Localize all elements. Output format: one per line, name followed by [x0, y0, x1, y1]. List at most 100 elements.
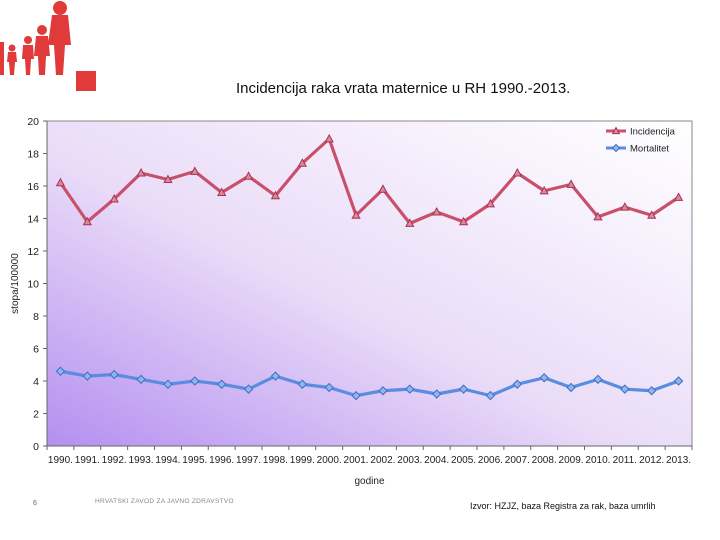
y-tick-label: 0	[33, 441, 39, 453]
y-tick-label: 20	[27, 116, 39, 128]
x-tick-label: 2004.	[424, 455, 449, 466]
data-point-mortalitet	[405, 384, 415, 394]
data-point-mortalitet	[458, 384, 469, 394]
x-axis: 1990. 1991. 1992. 1993. 1994. 1995. 1996. 1997.…	[46, 445, 693, 466]
data-point-mortalitet	[620, 384, 630, 394]
y-tick-label: 10	[27, 279, 39, 291]
x-tick-label: 1994.	[155, 455, 180, 466]
data-point-mortalitet	[566, 382, 576, 393]
y-axis-label: stopa/100000	[10, 253, 21, 314]
data-point-mortalitet	[270, 371, 281, 381]
data-point-incidencija	[217, 187, 227, 196]
data-point-mortalitet	[82, 371, 93, 381]
data-point-mortalitet	[324, 382, 334, 393]
data-point-mortalitet	[243, 384, 254, 394]
data-point-mortalitet	[190, 376, 200, 386]
chart-title: Incidencija raka vrata maternice u RH 19…	[236, 80, 571, 97]
data-point-incidencija	[593, 211, 603, 221]
data-point-mortalitet	[136, 374, 146, 385]
y-tick-label: 2	[33, 409, 39, 421]
page-number: 6	[33, 500, 37, 507]
source-note: Izvor: HZJZ, baza Registra za rak, baza …	[470, 501, 656, 511]
x-tick-label: 2002.	[370, 455, 395, 466]
x-tick-label: 1992.	[102, 455, 127, 466]
x-tick-label: 1991.	[75, 455, 100, 466]
x-tick-label: 2001.	[344, 455, 369, 466]
data-point-incidencija	[539, 185, 549, 195]
data-point-incidencija	[55, 177, 66, 187]
x-tick-label: 2012.	[639, 455, 664, 466]
data-point-mortalitet	[673, 376, 684, 386]
data-point-incidencija	[620, 202, 630, 211]
data-point-mortalitet	[431, 389, 442, 399]
x-tick-label: 1995.	[182, 455, 207, 466]
data-point-mortalitet	[297, 379, 308, 389]
x-tick-label: 2008.	[532, 455, 557, 466]
data-point-incidencija	[485, 198, 496, 208]
data-point-incidencija	[190, 166, 200, 175]
data-point-mortalitet	[163, 379, 173, 389]
data-point-mortalitet	[539, 373, 549, 383]
data-point-incidencija	[405, 218, 415, 227]
data-point-mortalitet	[485, 390, 496, 401]
x-tick-label: 2007.	[505, 455, 530, 466]
data-point-incidencija	[297, 158, 307, 167]
legend-marker	[611, 143, 621, 153]
data-point-incidencija	[82, 216, 92, 226]
data-point-incidencija	[458, 216, 469, 226]
data-point-mortalitet	[593, 374, 603, 385]
x-tick-label: 1998.	[263, 455, 288, 466]
data-point-incidencija	[243, 171, 254, 180]
x-tick-label: 2009.	[559, 455, 584, 466]
y-tick-label: 8	[33, 311, 39, 323]
y-tick-label: 18	[27, 149, 39, 161]
accent-square	[76, 71, 96, 91]
data-point-mortalitet	[55, 366, 66, 376]
y-tick-label: 14	[27, 214, 39, 226]
data-point-incidencija	[136, 167, 146, 177]
x-tick-label: 1999.	[290, 455, 315, 466]
data-point-incidencija	[566, 179, 576, 188]
data-point-incidencija	[351, 210, 361, 219]
people-logo	[0, 0, 80, 75]
data-point-mortalitet	[512, 379, 523, 389]
x-tick-label: 1996.	[209, 455, 234, 466]
x-tick-label: 2003.	[397, 455, 422, 466]
x-tick-label: 2000.	[317, 455, 342, 466]
legend-label: Incidencija	[630, 127, 676, 138]
data-point-incidencija	[647, 210, 657, 219]
x-tick-label: 2010.	[585, 455, 610, 466]
legend-label: Mortalitet	[630, 144, 669, 155]
x-tick-label: 1990.	[48, 455, 73, 466]
x-tick-label: 2013.	[666, 455, 691, 466]
organization-name: HRVATSKI ZAVOD ZA JAVNO ZDRAVSTVO	[95, 498, 234, 505]
series-line-mortalitet	[60, 369, 680, 398]
data-point-mortalitet	[378, 386, 388, 396]
data-point-incidencija	[324, 133, 334, 143]
y-tick-label: 6	[33, 344, 39, 356]
data-point-incidencija	[109, 193, 119, 203]
data-point-incidencija	[270, 190, 281, 200]
data-point-incidencija	[512, 167, 522, 177]
series-layer	[55, 133, 684, 401]
y-axis: 0 2 4 6 8 10 12 14 16 18 20	[27, 116, 48, 453]
plot-area	[46, 120, 693, 447]
data-point-incidencija	[432, 206, 442, 216]
series-line-incidencija	[59, 137, 680, 225]
y-tick-label: 16	[27, 181, 39, 193]
legend-marker	[611, 126, 621, 135]
data-point-mortalitet	[216, 379, 227, 389]
x-tick-label: 1993.	[129, 455, 154, 466]
y-tick-label: 12	[27, 246, 39, 258]
data-point-mortalitet	[646, 386, 657, 396]
data-point-incidencija	[163, 174, 173, 183]
y-tick-label: 4	[33, 376, 39, 388]
x-axis-label: godine	[354, 476, 384, 487]
legend: Incidencija Mortalitet	[606, 126, 676, 155]
data-point-incidencija	[378, 184, 388, 193]
x-tick-label: 2006.	[478, 455, 503, 466]
x-tick-label: 2005.	[451, 455, 476, 466]
x-tick-label: 2011.	[613, 455, 637, 466]
data-point-mortalitet	[109, 369, 119, 380]
